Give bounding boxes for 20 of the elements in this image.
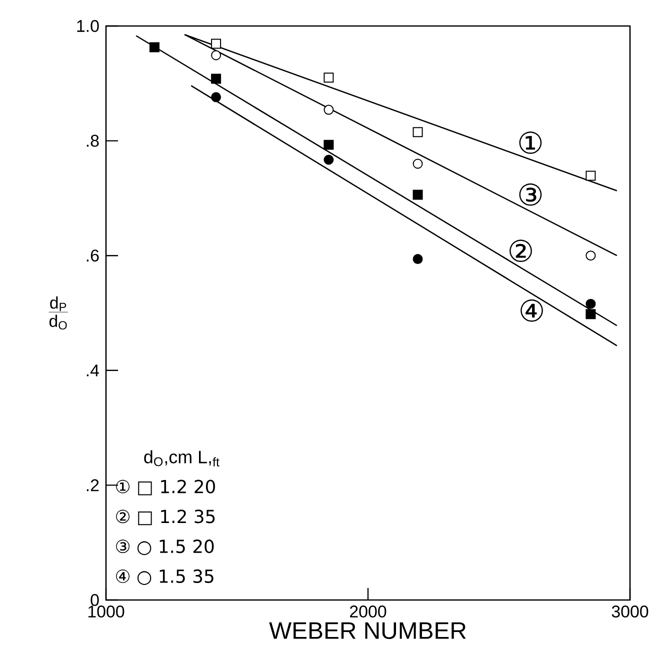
x-tick-label: 3000 xyxy=(612,606,648,618)
annotation: ③ ○ 1.5 20 xyxy=(116,540,214,556)
x-tick-label: 1000 xyxy=(88,606,124,618)
annotation: ② □ 1.2 35 xyxy=(116,510,215,526)
y-tick-label: .6 xyxy=(86,250,99,262)
series-label: ③ xyxy=(519,183,542,206)
series-label: ④ xyxy=(520,299,543,322)
annotation: ④ ○ 1.5 35 xyxy=(116,569,214,585)
legend-title: d$_{O}$,cm L,$_{ft}$ xyxy=(144,450,220,466)
y-tick-label: 1.0 xyxy=(77,20,99,32)
y-tick-label: 0 xyxy=(90,594,99,606)
series-label: ② xyxy=(510,240,532,262)
series-label: ① xyxy=(519,132,542,154)
y-tick-label: .2 xyxy=(86,479,99,492)
x-axis-title: WEBER NUMBER xyxy=(269,622,466,640)
y-tick-label: .4 xyxy=(86,364,99,376)
annotation: ① □ 1.2 20 xyxy=(116,480,215,496)
y-axis-title: $\frac{\mathrm{d}_{\mathrm{P}}}{\mathrm{d}_{\mathrm{O}}}$ xyxy=(48,296,68,330)
x-tick-label: 2000 xyxy=(350,606,386,618)
y-tick-label: .8 xyxy=(86,134,99,147)
